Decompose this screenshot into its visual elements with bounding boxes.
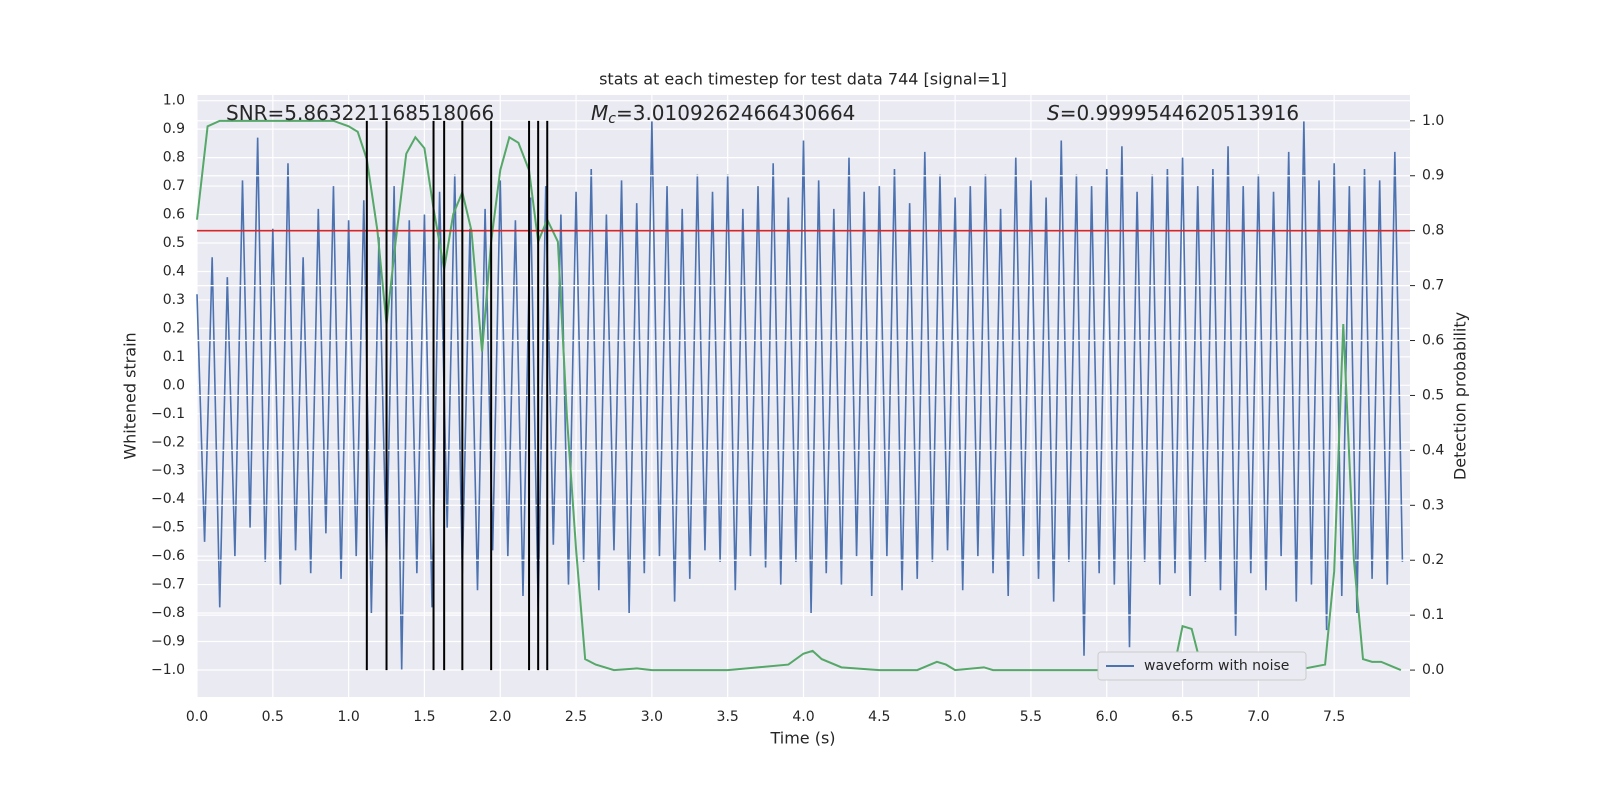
y-tick-label: 0.9 — [163, 121, 185, 137]
annotation: S=0.9999544620513916 — [1047, 101, 1299, 125]
chart-title: stats at each timestep for test data 744… — [599, 70, 1007, 89]
y2-tick-label: 0.7 — [1422, 278, 1444, 294]
legend-box — [1097, 651, 1307, 681]
y-tick-label: 0.1 — [163, 349, 185, 365]
x-tick-label: 1.5 — [413, 709, 435, 725]
x-tick-label: 4.0 — [792, 709, 814, 725]
x-tick-label: 0.0 — [186, 709, 208, 725]
x-tick-label: 7.5 — [1323, 709, 1345, 725]
x-tick-label: 0.5 — [262, 709, 284, 725]
y-tick-label: 0.2 — [163, 320, 185, 336]
y-tick-label: −0.3 — [151, 463, 185, 479]
annotation: SNR=5.863221168518066 — [226, 101, 494, 125]
y-tick-label: −0.9 — [151, 633, 185, 649]
x-tick-label: 6.5 — [1171, 709, 1193, 725]
annotation-symbol: S — [1047, 101, 1060, 125]
y-tick-label: 0.3 — [163, 292, 185, 308]
y-tick-label: −0.1 — [151, 406, 185, 422]
x-tick-label: 5.0 — [944, 709, 966, 725]
y-tick-label: −0.8 — [151, 605, 185, 621]
y-tick-label: −0.4 — [151, 491, 185, 507]
x-tick-label: 7.0 — [1247, 709, 1269, 725]
y-tick-label: 0.5 — [163, 235, 185, 251]
y-tick-label: 0.4 — [163, 263, 185, 279]
y2-tick-label: 0.2 — [1422, 552, 1444, 568]
x-axis-label: Time (s) — [769, 729, 835, 748]
y-axis-label: Whitened strain — [121, 332, 140, 459]
annotation-text: SNR=5.863221168518066 — [226, 101, 494, 125]
y-tick-label: −1.0 — [151, 662, 185, 678]
annotation: Mc=3.0109262466430664 — [591, 101, 855, 128]
y2-tick-label: 0.4 — [1422, 442, 1444, 458]
annotation-subscript: c — [608, 111, 616, 127]
x-tick-label: 3.0 — [641, 709, 663, 725]
y2-tick-label: 0.6 — [1422, 333, 1444, 349]
y2-tick-label: 0.9 — [1422, 168, 1444, 184]
x-tick-label: 6.0 — [1096, 709, 1118, 725]
x-tick-label: 2.5 — [565, 709, 587, 725]
y-tick-label: −0.5 — [151, 520, 185, 536]
x-tick-label: 4.5 — [868, 709, 890, 725]
y-tick-label: −0.6 — [151, 548, 185, 564]
x-tick-label: 1.0 — [337, 709, 359, 725]
y2-tick-label: 0.5 — [1422, 387, 1444, 403]
annotation-symbol: M — [591, 101, 608, 125]
y-tick-label: 0.8 — [163, 150, 185, 166]
over-layer — [196, 119, 1410, 672]
y2-tick-label: 0.8 — [1422, 223, 1444, 239]
x-tick-label: 3.5 — [717, 709, 739, 725]
y-tick-label: 1.0 — [163, 93, 185, 109]
y2-axis-label: Detection probability — [1451, 312, 1470, 480]
y2-tick-label: 0.3 — [1422, 497, 1444, 513]
x-tick-label: 2.0 — [489, 709, 511, 725]
y-tick-label: 0.6 — [163, 207, 185, 223]
y-tick-label: −0.7 — [151, 577, 185, 593]
y-tick-label: 0.0 — [163, 377, 185, 393]
y2-tick-label: 0.1 — [1422, 607, 1444, 623]
annotation-text: =3.0109262466430664 — [616, 101, 855, 125]
legend-label: waveform with noise — [1144, 658, 1289, 674]
y-tick-label: −0.2 — [151, 434, 185, 450]
y2-tick-label: 0.0 — [1422, 662, 1444, 678]
annotation-text: =0.9999544620513916 — [1060, 101, 1299, 125]
y-tick-label: 0.7 — [163, 178, 185, 194]
x-tick-label: 5.5 — [1020, 709, 1042, 725]
waveform-line — [196, 120, 1404, 670]
y2-tick-label: 1.0 — [1422, 113, 1444, 129]
probability-line — [196, 119, 1402, 672]
